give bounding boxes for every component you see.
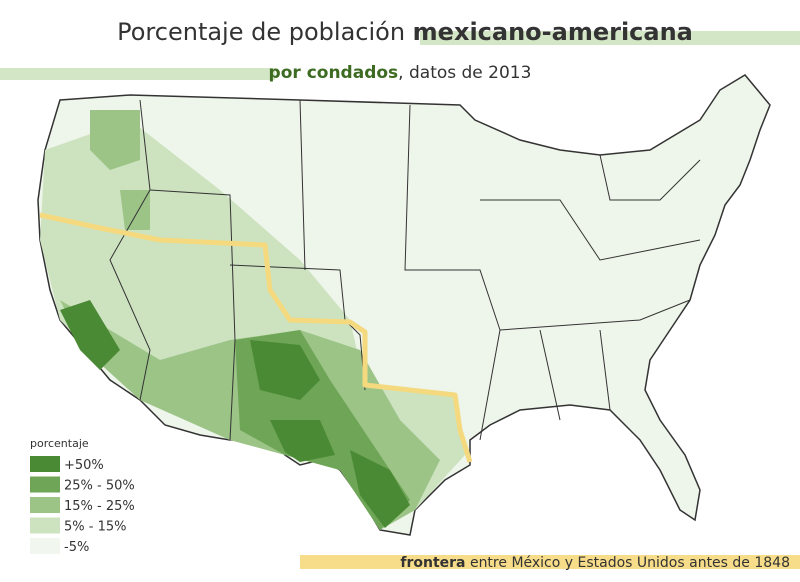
legend-label: 25% - 50% (64, 479, 135, 494)
border-1848 (39, 212, 473, 463)
legend-swatch (30, 538, 60, 554)
state-line (599, 154, 701, 201)
us-map (37, 74, 771, 536)
state-lines (109, 99, 701, 441)
state-line (404, 104, 501, 441)
subtitle-bold: por condados (269, 63, 399, 83)
nm-dark (250, 340, 320, 400)
note-bold: frontera (400, 555, 465, 571)
subtitle-regular: , datos de 2013 (398, 63, 531, 83)
legend-label: 5% - 15% (64, 520, 126, 535)
note-strip (300, 555, 800, 569)
state-line (480, 199, 701, 261)
note-regular: entre México y Estados Unidos antes de 1… (466, 555, 791, 571)
northwest-mid (90, 110, 150, 230)
legend-swatch (30, 456, 60, 472)
title: Porcentaje de población mexicano-america… (117, 18, 693, 46)
california-dark (60, 300, 120, 370)
title-regular: Porcentaje de población (117, 18, 405, 46)
legend-label: -5% (64, 540, 89, 555)
legend-label: 15% - 25% (64, 499, 135, 514)
south-texas-dark (350, 450, 410, 528)
legend-swatch (30, 476, 60, 493)
legend-label: +50% (64, 458, 104, 473)
state-line (149, 189, 236, 441)
title-bold: mexicano-americana (413, 18, 693, 46)
legend-swatch (30, 517, 60, 534)
legend-swatch (30, 497, 60, 513)
legend-title: porcentaje (30, 437, 89, 450)
note: frontera entre México y Estados Unidos a… (400, 555, 790, 571)
legend: porcentaje +50% 25% - 50% 15% - 25% 5% - 15… (30, 437, 135, 555)
subtitle: por condados, datos de 2013 (269, 63, 532, 83)
state-line (109, 99, 151, 401)
subtitle-strip (0, 68, 275, 80)
state-line (499, 299, 691, 331)
westtexas-dark (270, 420, 335, 462)
state-line (299, 99, 306, 271)
title-strip (420, 31, 800, 45)
state-line (539, 329, 611, 421)
